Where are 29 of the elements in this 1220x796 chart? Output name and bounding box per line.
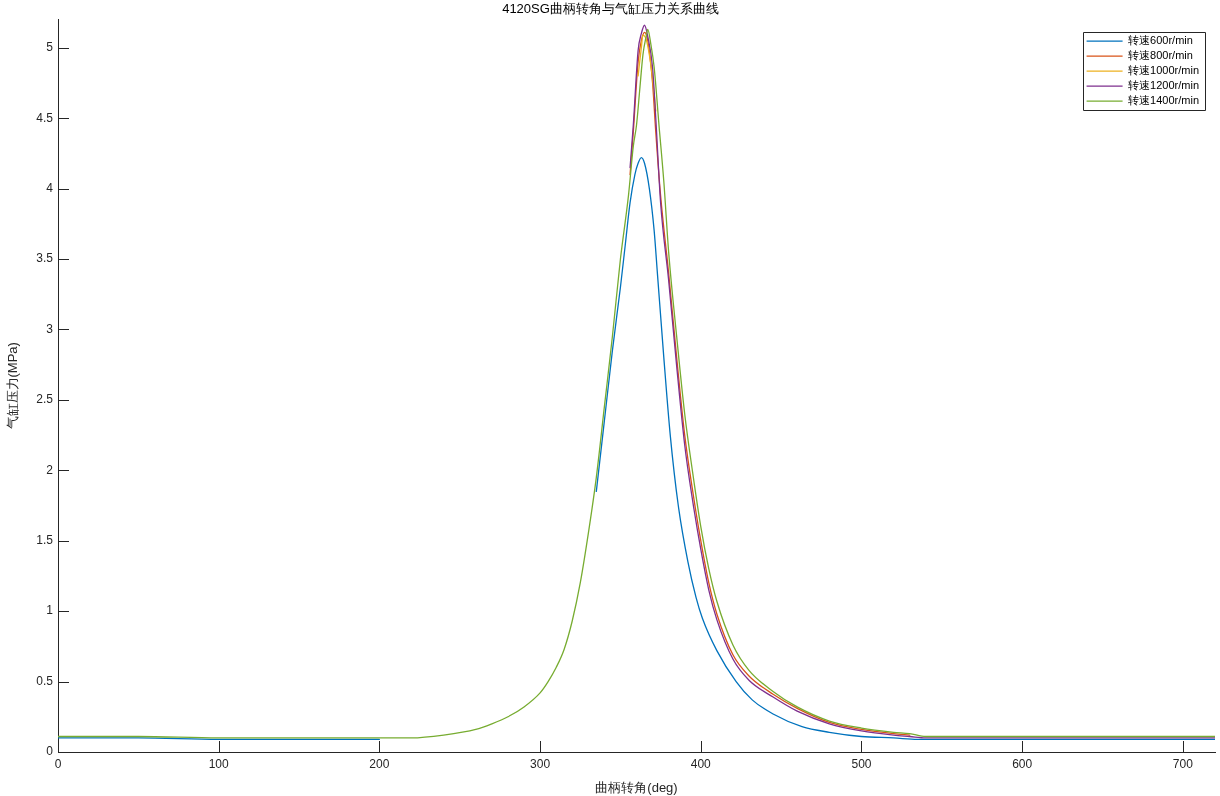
line-series	[629, 31, 911, 736]
x-tick-label: 100	[208, 756, 230, 771]
x-axis-title: 曲柄转角(deg)	[595, 779, 678, 795]
y-tick-label: 1.5	[36, 533, 54, 548]
legend-label: 转速1400r/min	[1128, 94, 1200, 107]
x-tick-label: 300	[530, 756, 551, 771]
y-tick-label: 2	[46, 462, 54, 477]
y-tick-label: 2.5	[36, 392, 54, 407]
y-axis-title: 气缸压力(MPa)	[5, 342, 21, 430]
y-tick-label: 0	[46, 744, 54, 759]
legend-label: 转速1000r/min	[1128, 64, 1200, 77]
y-tick-label: 3	[46, 321, 54, 336]
line-series	[629, 24, 1215, 739]
y-tick-label: 4.5	[36, 110, 54, 125]
x-tick-label: 400	[690, 756, 712, 771]
line-series	[58, 28, 1215, 739]
legend-label: 转速600r/min	[1128, 34, 1193, 47]
y-tick-label: 0.5	[36, 673, 54, 688]
x-tick-label: 600	[1012, 756, 1033, 771]
legend-label: 转速1200r/min	[1128, 79, 1200, 92]
x-tick-label: 200	[369, 756, 390, 771]
legend-label: 转速800r/min	[1128, 49, 1193, 62]
y-tick-label: 1	[46, 603, 54, 618]
y-tick-label: 4	[46, 180, 54, 195]
x-tick-label: 700	[1172, 756, 1194, 771]
x-tick-label: 500	[851, 756, 872, 771]
y-tick-label: 5	[46, 40, 54, 55]
chart-title: 4120SG曲柄转角与气缸压力关系曲线	[502, 1, 719, 17]
y-tick-label: 3.5	[36, 251, 54, 266]
